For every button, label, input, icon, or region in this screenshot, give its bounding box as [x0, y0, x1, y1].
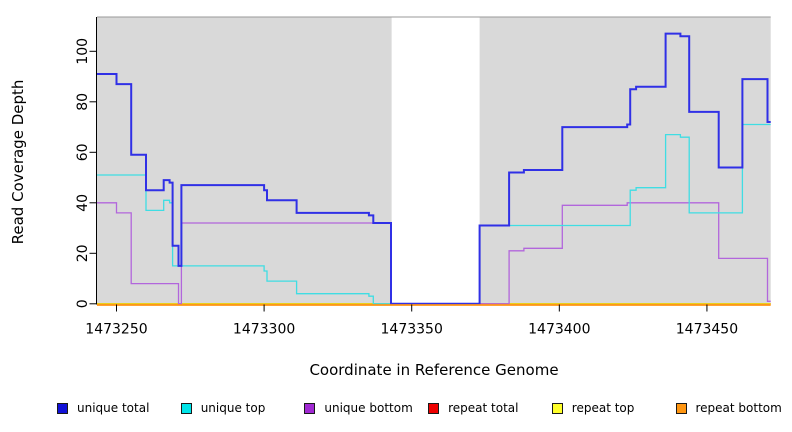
legend-swatch-icon [551, 402, 563, 414]
legend-item-unique-top: unique top [180, 396, 266, 420]
legend-item-repeat-total: repeat total [428, 396, 518, 420]
chart-legend: unique total unique top unique bottom repea… [0, 396, 792, 420]
legend-label: repeat top [571, 401, 635, 415]
y-axis-title: Read Coverage Depth [9, 79, 27, 245]
legend-item-repeat-bottom: repeat bottom [675, 396, 782, 420]
legend-label: unique total [77, 401, 150, 415]
y-tick-label: 100 [75, 38, 91, 65]
legend-swatch-icon [675, 402, 687, 414]
x-axis-title: Coordinate in Reference Genome [309, 361, 559, 379]
y-tick-label: 40 [75, 194, 91, 212]
legend-label: repeat total [448, 401, 519, 415]
y-tick-label: 60 [75, 143, 91, 161]
x-tick-label: 1473400 [528, 322, 590, 338]
legend-label: unique bottom [324, 401, 413, 415]
legend-label: repeat bottom [695, 401, 782, 415]
legend-swatch-icon [304, 402, 316, 414]
gap-region [391, 17, 480, 305]
legend-swatch-icon [428, 402, 440, 414]
legend-swatch-icon [180, 402, 192, 414]
x-tick-label: 1473250 [85, 322, 147, 338]
x-tick-label: 1473450 [676, 322, 738, 338]
series-unique-bottom-line [97, 202, 771, 305]
legend-label: unique top [200, 401, 266, 415]
legend-item-repeat-top: repeat top [551, 396, 635, 420]
series-unique-total-line [97, 32, 771, 305]
legend-item-unique-total: unique total [57, 396, 149, 420]
x-tick-label: 1473350 [381, 322, 443, 338]
series-unique-top-line [97, 123, 771, 305]
y-tick-label: 0 [75, 299, 91, 308]
y-tick-label: 80 [75, 93, 91, 111]
y-tick-label: 20 [75, 244, 91, 262]
legend-swatch-icon [57, 402, 68, 414]
legend-item-unique-bottom: unique bottom [304, 396, 413, 420]
x-tick-label: 1473300 [233, 322, 295, 338]
